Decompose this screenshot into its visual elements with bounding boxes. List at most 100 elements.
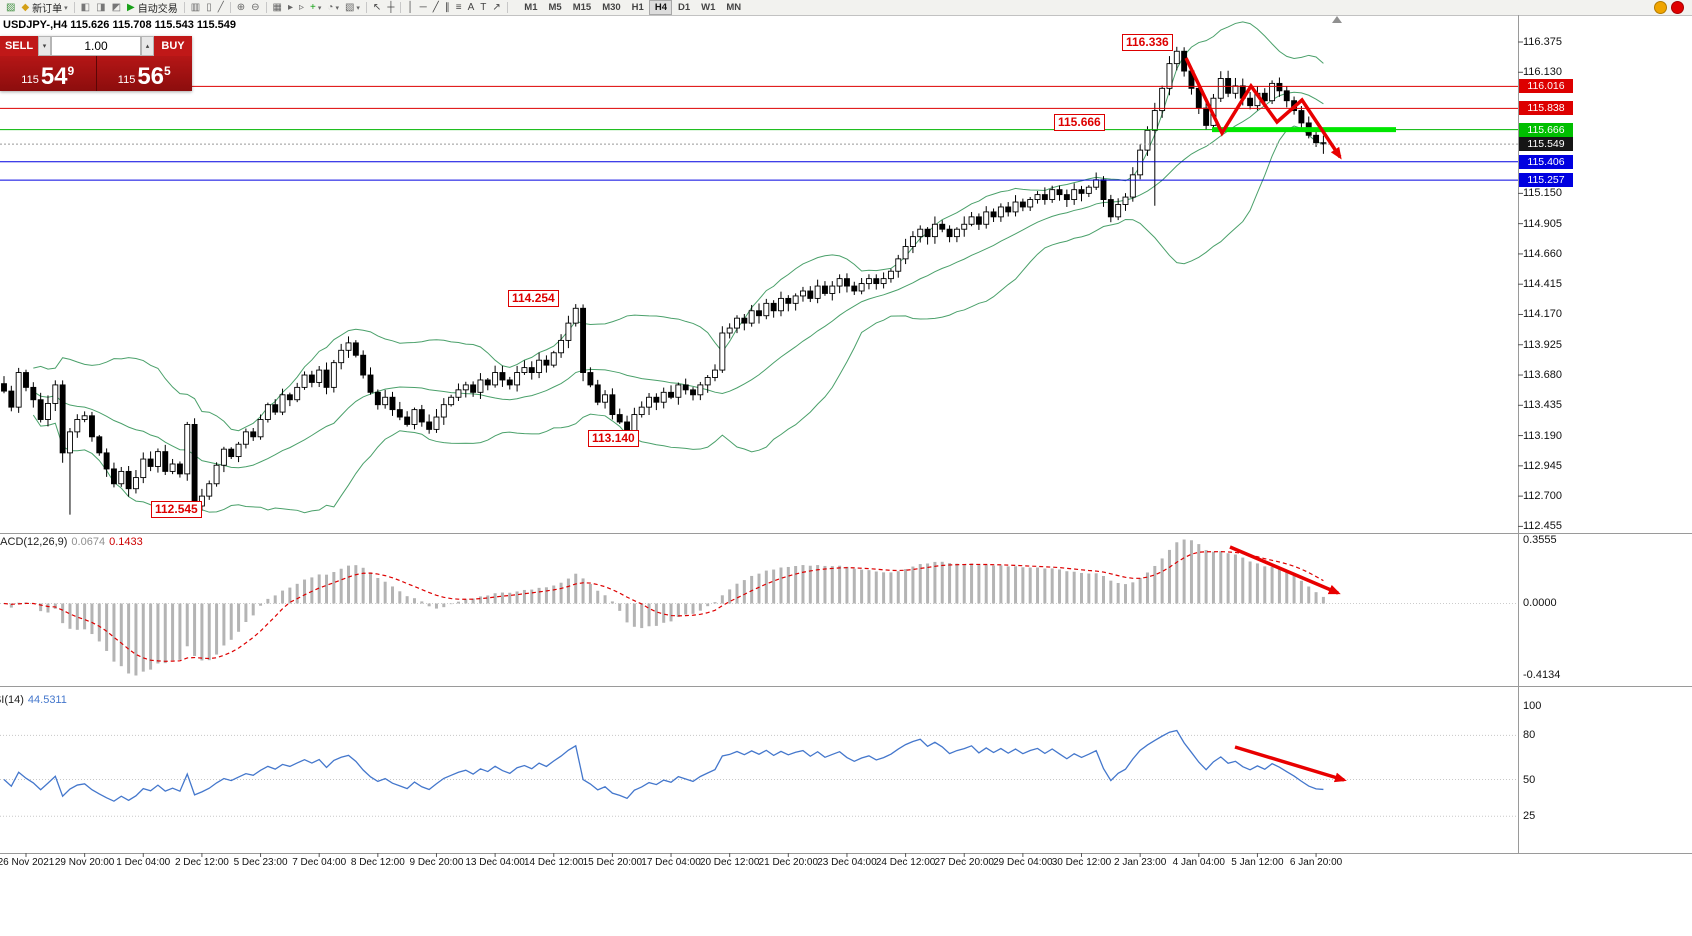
text-icon[interactable]: A: [465, 1, 478, 14]
data-window-icon[interactable]: ◨: [93, 1, 108, 14]
timeframe-m1-button[interactable]: M1: [524, 2, 538, 13]
price-axis-label: 116.130: [1523, 66, 1562, 79]
market-watch-icon[interactable]: ◧: [78, 1, 93, 14]
toolbar-separator: [73, 2, 75, 13]
time-axis-label: 2 Jan 23:00: [1114, 857, 1167, 868]
bar-chart-icon[interactable]: ▥: [188, 1, 203, 14]
timeframe-h1-button[interactable]: H1: [631, 2, 644, 13]
toolbar-separator: [229, 2, 231, 13]
navigator-icon[interactable]: ◩: [109, 1, 124, 14]
price-axis-label: 114.170: [1523, 308, 1562, 321]
timeframe-w1-button[interactable]: W1: [701, 2, 716, 13]
time-axis-label: 6 Jan 20:00: [1289, 857, 1343, 868]
chart-shift-marker[interactable]: [1332, 16, 1342, 23]
price-annotation[interactable]: 113.140: [588, 430, 639, 447]
toolbar: ▨ ◆ 新订单 ▾ ◧ ◨ ◩ ▶ 自动交易 ▥ ▯ ╱ ⊕ ⊖ ▦ ▸ ▹ + ▾ ◔ ▾ ▧ ▾ ↖ ┼ │ ─ ╱ ∥ ≡ A T ↗ M1…: [0, 0, 1692, 16]
chevron-down-icon: ▾: [42, 43, 47, 50]
macd-name: MACD(12,26,9): [0, 536, 68, 548]
arrow-tool-icon[interactable]: ↗: [489, 1, 503, 14]
pane-divider-macd[interactable]: [0, 533, 1692, 534]
price-axis-label: 112.455: [1523, 520, 1562, 533]
macd-main-value: 0.0674: [71, 536, 106, 548]
periods-icon: ◔: [327, 1, 334, 13]
price-annotation[interactable]: 116.336: [1122, 34, 1173, 51]
macd-axis-label: 0.3555: [1523, 534, 1557, 546]
auto-scroll-icon[interactable]: ▸: [285, 1, 296, 14]
price-annotation[interactable]: 115.666: [1054, 114, 1105, 131]
red-circle-icon[interactable]: [1671, 1, 1684, 14]
rsi-axis-label: 50: [1523, 773, 1536, 786]
time-axis-label: 29 Dec 04:00: [993, 857, 1053, 868]
buy-price-button[interactable]: 115 56 5: [96, 56, 192, 91]
autotrading-button-label: 自动交易: [137, 4, 178, 15]
channel-icon[interactable]: ∥: [442, 1, 453, 14]
time-axis-label: 5 Dec 23:00: [233, 857, 288, 868]
timeframe-m5-button[interactable]: M5: [548, 2, 562, 13]
crosshair-icon[interactable]: ┼: [384, 1, 397, 14]
candlestick-chart-icon[interactable]: ▯: [203, 1, 215, 14]
indicators-add-icon: +: [310, 1, 316, 13]
trendline-icon: ╱: [432, 1, 439, 13]
volume-input[interactable]: [51, 36, 141, 56]
volume-down-button[interactable]: ▾: [38, 36, 51, 56]
data-window-icon: ◨: [96, 1, 106, 13]
periods-icon[interactable]: ◔ ▾: [324, 1, 342, 14]
channel-icon: ∥: [444, 1, 450, 13]
timeframe-d1-button[interactable]: D1: [677, 2, 691, 13]
timeframe-h4-button[interactable]: H4: [649, 0, 673, 15]
pane-divider-timeaxis: [0, 853, 1692, 854]
buy-button[interactable]: BUY: [154, 36, 192, 56]
rsi-name: RSI(14): [0, 694, 24, 706]
fibonacci-icon[interactable]: ≡: [453, 1, 465, 14]
price-axis-label: 113.925: [1523, 338, 1562, 351]
time-axis-label: 26 Nov 2021: [0, 857, 55, 868]
line-chart-icon[interactable]: ╱: [215, 1, 227, 14]
new-chart-icon: ▨: [6, 1, 16, 13]
new-chart-icon[interactable]: ▨: [3, 1, 18, 14]
timeframe-m15-button[interactable]: M15: [572, 2, 592, 13]
indicators-add-icon[interactable]: + ▾: [307, 1, 324, 14]
zoom-in-icon[interactable]: ⊕: [234, 1, 248, 14]
price-axis-label: 114.415: [1523, 278, 1562, 291]
templates-icon[interactable]: ▧ ▾: [342, 1, 363, 14]
horizontal-line-icon[interactable]: ─: [417, 1, 430, 14]
label-icon[interactable]: T: [477, 1, 489, 14]
new-order-button[interactable]: ◆ 新订单 ▾: [18, 1, 70, 16]
time-axis-label: 21 Dec 20:00: [758, 857, 819, 868]
sell-price-button[interactable]: 115 54 9: [0, 56, 96, 91]
orange-circle-icon[interactable]: [1654, 1, 1667, 14]
vertical-line-icon[interactable]: │: [404, 1, 416, 14]
timeframe-m30-button[interactable]: M30: [602, 2, 621, 13]
price-annotation[interactable]: 112.545: [151, 501, 202, 518]
candlestick-chart-icon: ▯: [206, 1, 212, 13]
autotrading-button[interactable]: ▶ 自动交易: [124, 1, 181, 16]
chart-shift-icon[interactable]: ▹: [296, 1, 307, 14]
sell-button[interactable]: SELL: [0, 36, 38, 56]
chevron-down-icon: ▾: [64, 4, 68, 12]
price-annotation[interactable]: 114.254: [508, 290, 559, 307]
zoom-out-icon: ⊖: [251, 1, 260, 13]
time-axis-label: 1 Dec 04:00: [116, 857, 171, 868]
rsi-label: RSI(14)44.5311: [0, 694, 67, 706]
volume-up-button[interactable]: ▴: [141, 36, 154, 56]
new-order-button-label: 新订单: [32, 4, 63, 15]
trendline-icon[interactable]: ╱: [430, 1, 442, 14]
macd-axis-label: 0.0000: [1523, 596, 1557, 609]
toolbar-separator: [183, 2, 185, 13]
tile-windows-icon[interactable]: ▦: [270, 1, 285, 14]
zoom-out-icon[interactable]: ⊖: [248, 1, 262, 14]
pane-divider-rsi[interactable]: [0, 686, 1692, 687]
timeframe-mn-button[interactable]: MN: [726, 2, 742, 13]
label-icon: T: [480, 1, 487, 13]
time-axis-label: 30 Dec 12:00: [1051, 857, 1112, 868]
price-axis-label: 114.905: [1523, 217, 1562, 230]
cursor-icon[interactable]: ↖: [370, 1, 384, 14]
zoom-in-icon: ⊕: [236, 1, 246, 13]
time-axis-label: 17 Dec 04:00: [641, 857, 701, 868]
line-chart-icon: ╱: [217, 1, 224, 13]
price-marker-115.838: 115.838: [1519, 101, 1573, 116]
